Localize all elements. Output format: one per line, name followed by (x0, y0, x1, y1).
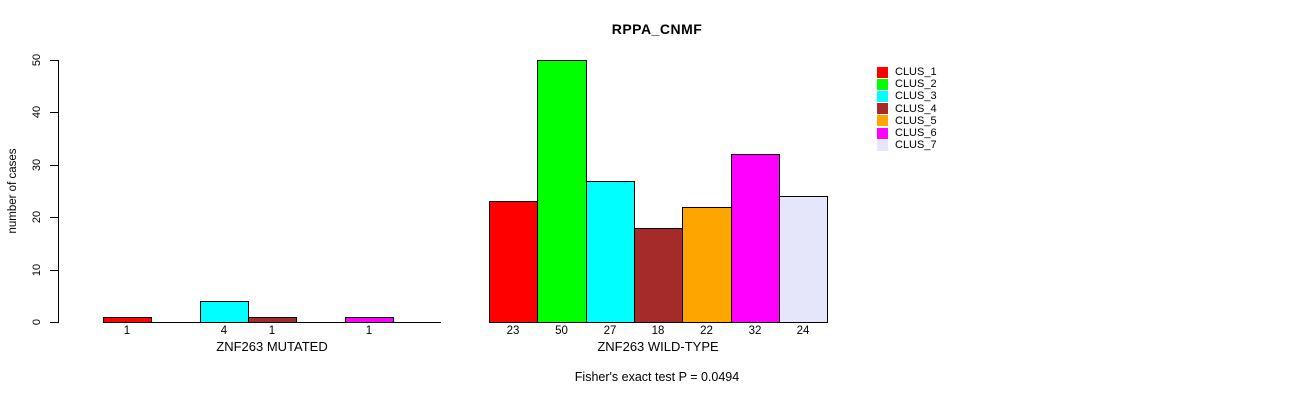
y-tick-label: 40 (31, 105, 43, 119)
legend-label: CLUS_4 (895, 102, 937, 115)
y-tick (50, 165, 58, 166)
x-group-label-wild-type: ZNF263 WILD-TYPE (597, 339, 719, 354)
legend-item-clus_7: CLUS_7 (877, 139, 937, 151)
y-tick-label: 0 (31, 318, 43, 326)
bar-clus_3 (200, 301, 249, 323)
y-tick (50, 322, 58, 323)
bar-clus_5 (682, 207, 732, 323)
bar-clus_4 (248, 317, 297, 323)
legend-item-clus_2: CLUS_2 (877, 78, 937, 90)
fisher-test-note: Fisher's exact test P = 0.0494 (574, 370, 740, 384)
y-tick-label: 10 (31, 263, 43, 277)
bar-clus_1 (103, 317, 152, 323)
bar-value-label: 4 (220, 325, 228, 337)
legend-swatch-icon (877, 66, 888, 78)
legend-item-clus_3: CLUS_3 (877, 90, 937, 102)
bar-value-label: 1 (123, 325, 131, 337)
legend-item-clus_5: CLUS_5 (877, 115, 937, 127)
legend-swatch-icon (877, 103, 888, 115)
y-axis-line (58, 60, 59, 323)
x-group-label-mutated: ZNF263 MUTATED (216, 339, 328, 354)
bar-clus_3 (586, 181, 635, 323)
bar-clus_2 (537, 60, 587, 323)
chart-title: RPPA_CNMF (611, 21, 703, 37)
legend-swatch-icon (877, 90, 888, 102)
y-tick-label: 20 (31, 210, 43, 224)
bar-value-label: 18 (651, 325, 665, 337)
legend-item-clus_4: CLUS_4 (877, 103, 937, 115)
legend-label: CLUS_1 (895, 66, 937, 79)
bar-value-label: 22 (700, 325, 713, 337)
bar-value-label: 27 (603, 325, 617, 337)
y-tick (50, 60, 58, 61)
bar-clus_6 (731, 154, 780, 323)
legend-label: CLUS_7 (895, 139, 937, 152)
bar-clus_7 (779, 196, 828, 323)
legend-label: CLUS_5 (895, 114, 937, 127)
legend-swatch-icon (877, 127, 888, 139)
legend-item-clus_1: CLUS_1 (877, 66, 937, 78)
legend-swatch-icon (877, 78, 888, 90)
legend-swatch-icon (877, 139, 888, 151)
bar-value-label: 23 (506, 325, 520, 337)
legend: CLUS_1 CLUS_2 CLUS_3 CLUS_4 CLUS_5 CLUS_6 CLUS… (877, 66, 937, 151)
y-tick (50, 217, 58, 218)
legend-label: CLUS_2 (895, 78, 937, 91)
bar-value-label: 1 (268, 325, 276, 337)
y-tick-label: 30 (31, 158, 43, 172)
bar-value-label: 1 (365, 325, 373, 337)
bar-clus_1 (489, 201, 538, 323)
bar-value-label: 32 (748, 325, 762, 337)
y-tick (50, 112, 58, 113)
legend-label: CLUS_6 (895, 127, 937, 140)
bar-clus_6 (345, 317, 394, 323)
bar-value-label: 24 (796, 325, 810, 337)
y-tick (50, 270, 58, 271)
legend-label: CLUS_3 (895, 90, 937, 103)
bar-clus_4 (634, 228, 683, 323)
legend-swatch-icon (877, 115, 888, 127)
bar-value-label: 50 (555, 325, 568, 337)
legend-item-clus_6: CLUS_6 (877, 127, 937, 139)
y-tick-label: 50 (31, 53, 43, 67)
